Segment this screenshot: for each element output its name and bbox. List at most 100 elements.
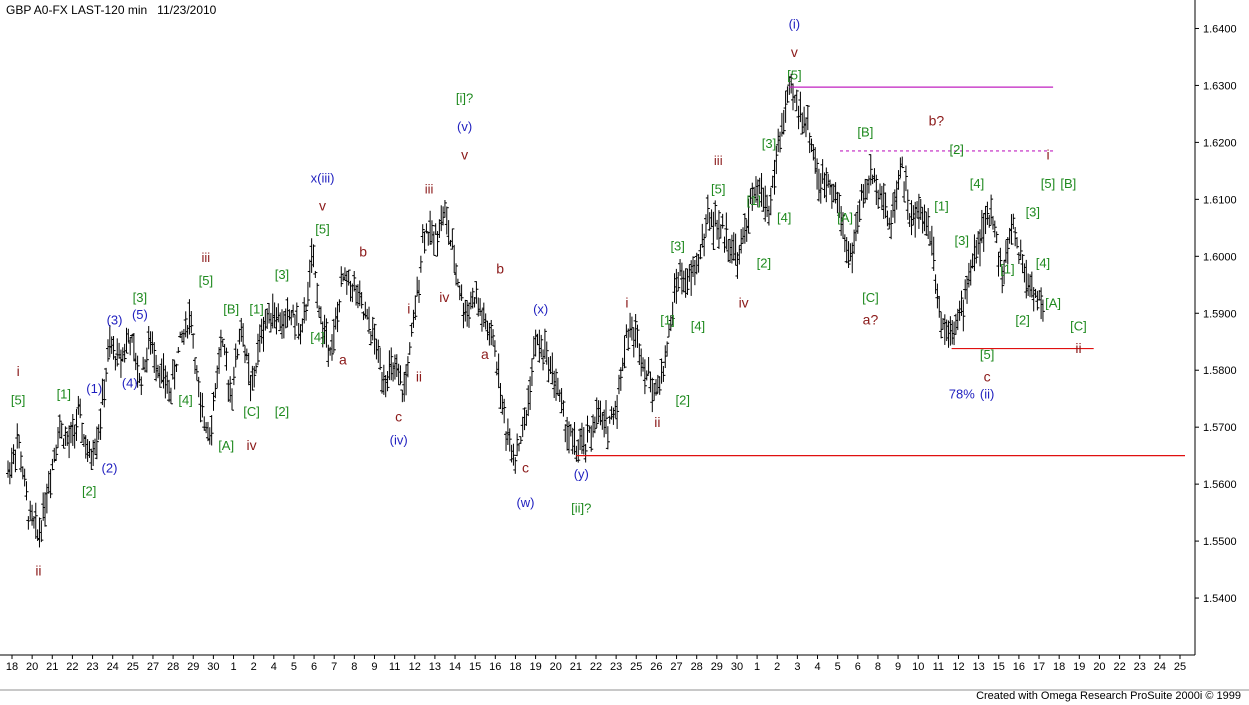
wave-label: [1] [660, 313, 674, 328]
y-tick-label: 1.5800 [1203, 365, 1237, 377]
wave-label: i [407, 300, 410, 316]
wave-label: x(iii) [311, 170, 335, 185]
wave-label: (ii) [980, 387, 994, 402]
wave-label: [ii]? [571, 501, 591, 516]
x-tick-label: 3 [794, 661, 800, 673]
wave-label: [2] [949, 142, 963, 157]
x-tick-label: 26 [650, 661, 662, 673]
wave-label: [2] [676, 392, 690, 407]
wave-label: a [339, 352, 347, 368]
x-tick-label: 21 [570, 661, 582, 673]
y-tick-label: 1.6200 [1203, 137, 1237, 149]
wave-label: iii [425, 182, 434, 197]
x-tick-label: 25 [1174, 661, 1186, 673]
wave-label: b [359, 243, 367, 259]
wave-label: [B] [223, 301, 239, 316]
wave-label: iii [714, 153, 723, 168]
x-tick-label: 13 [429, 661, 441, 673]
wave-label: v [319, 198, 326, 214]
horizontal-scrollbar[interactable] [0, 689, 1249, 691]
x-tick-label: 13 [972, 661, 984, 673]
wave-label: (1) [86, 381, 102, 396]
wave-label: 78% [949, 387, 975, 402]
wave-label: [2] [1015, 313, 1029, 328]
wave-label: [5] [1041, 176, 1055, 191]
wave-label: [5] [11, 392, 25, 407]
wave-label: [1] [747, 193, 761, 208]
wave-label: iii [202, 250, 211, 265]
x-tick-label: 25 [127, 661, 139, 673]
wave-label: c [984, 369, 991, 385]
wave-label: [3] [1026, 204, 1040, 219]
wave-label: [5] [711, 182, 725, 197]
wave-label: [3] [133, 290, 147, 305]
x-tick-label: 30 [731, 661, 743, 673]
x-tick-label: 19 [529, 661, 541, 673]
x-tick-label: 28 [691, 661, 703, 673]
x-tick-label: 18 [509, 661, 521, 673]
wave-label: [3] [955, 233, 969, 248]
x-tick-label: 17 [1033, 661, 1045, 673]
x-tick-label: 15 [993, 661, 1005, 673]
wave-label: b [496, 260, 504, 276]
x-tick-label: 8 [351, 661, 357, 673]
x-tick-label: 2 [251, 661, 257, 673]
wave-label: [3] [670, 239, 684, 254]
chart-title: GBP A0-FX LAST-120 min 11/23/2010 [6, 3, 217, 17]
x-tick-label: 29 [711, 661, 723, 673]
wave-label: iv [246, 437, 256, 453]
wave-label: i [1046, 146, 1049, 162]
y-tick-label: 1.6000 [1203, 251, 1237, 263]
x-tick-label: 28 [167, 661, 179, 673]
wave-label: [3] [762, 136, 776, 151]
x-tick-label: 18 [1053, 661, 1065, 673]
x-tick-label: 23 [86, 661, 98, 673]
x-tick-label: 14 [449, 661, 461, 673]
x-tick-label: 4 [814, 661, 820, 673]
wave-label: [5] [199, 273, 213, 288]
wave-label: [4] [178, 392, 192, 407]
wave-label: [2] [275, 404, 289, 419]
wave-label: [4] [1036, 256, 1050, 271]
x-tick-label: 1 [754, 661, 760, 673]
x-tick-label: 15 [469, 661, 481, 673]
wave-label: [C] [1070, 318, 1087, 333]
y-tick-label: 1.5600 [1203, 479, 1237, 491]
x-tick-label: 24 [107, 661, 119, 673]
wave-label: (iv) [390, 432, 408, 447]
x-tick-label: 9 [895, 661, 901, 673]
x-tick-label: 30 [207, 661, 219, 673]
x-tick-label: 22 [1113, 661, 1125, 673]
wave-label: [4] [691, 318, 705, 333]
wave-label: (5) [132, 307, 148, 322]
x-tick-label: 25 [630, 661, 642, 673]
wave-label: [5] [315, 222, 329, 237]
x-tick-label: 5 [291, 661, 297, 673]
x-tick-label: 23 [1134, 661, 1146, 673]
y-tick-label: 1.6100 [1203, 194, 1237, 206]
wave-label: [B] [1060, 176, 1076, 191]
credit-text: Created with Omega Research ProSuite 200… [976, 690, 1241, 702]
wave-label: [5] [787, 68, 801, 83]
x-tick-label: 16 [489, 661, 501, 673]
wave-label: [5] [980, 347, 994, 362]
wave-label: ii [35, 562, 41, 578]
wave-label: ii [654, 414, 660, 430]
x-tick-label: 6 [311, 661, 317, 673]
wave-label: (v) [457, 119, 472, 134]
x-tick-label: 6 [855, 661, 861, 673]
wave-label: [C] [862, 290, 879, 305]
wave-label: a? [863, 312, 879, 328]
x-tick-label: 29 [187, 661, 199, 673]
x-tick-label: 22 [590, 661, 602, 673]
x-tick-label: 11 [389, 661, 400, 673]
wave-label: [A] [1045, 296, 1061, 311]
wave-label: b? [929, 112, 945, 128]
wave-label: (2) [102, 461, 118, 476]
wave-label: [2] [757, 256, 771, 271]
x-tick-label: 11 [933, 661, 944, 673]
x-tick-label: 20 [26, 661, 38, 673]
x-tick-label: 24 [1154, 661, 1166, 673]
